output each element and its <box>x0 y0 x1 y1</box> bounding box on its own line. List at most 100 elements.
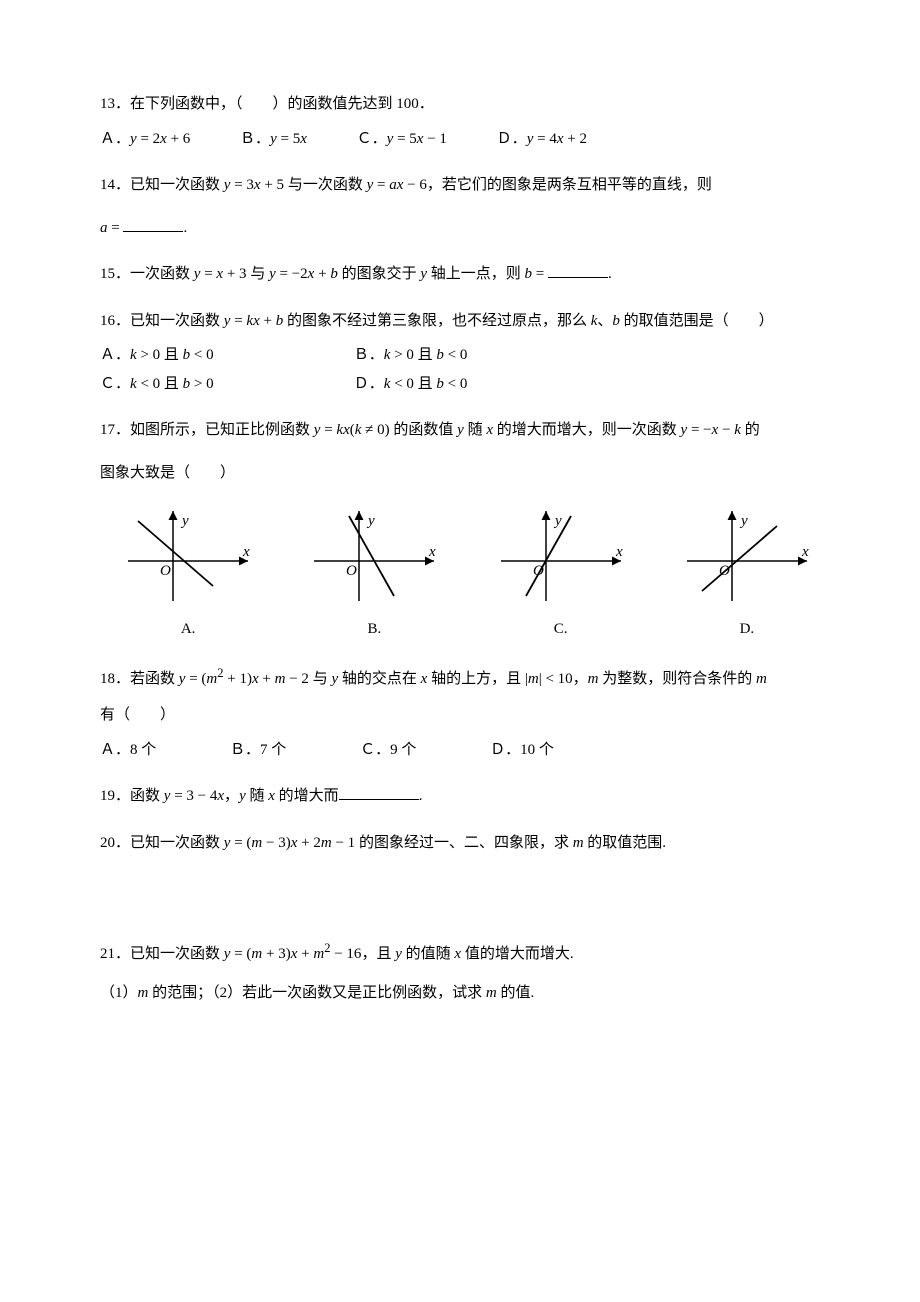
q16-options: Ａ．k > 0 且 b < 0 Ｂ．k > 0 且 b < 0 Ｃ．k < 0 … <box>100 341 825 398</box>
opt-label: Ａ． <box>100 131 130 147</box>
q-text: 的取值范围是（ ） <box>620 313 774 329</box>
svg-text:y: y <box>739 513 748 529</box>
graph-options: y x O A. y x O B. y <box>110 501 825 644</box>
q-num: 19． <box>100 788 130 804</box>
var: m <box>588 671 599 687</box>
question-20: 20．已知一次函数 y = (m − 3)x + 2m − 1 的图象经过一、二… <box>100 829 825 858</box>
svg-text:x: x <box>801 544 809 560</box>
q-text: 已知一次函数 <box>130 946 224 962</box>
q-text: 轴的上方，且 <box>427 671 525 687</box>
q-text: 的 <box>741 422 760 438</box>
period: . <box>419 788 423 804</box>
var: m <box>486 985 497 1001</box>
opt-label: Ａ． <box>100 347 130 363</box>
period: . <box>183 220 187 236</box>
q-text: 的图象交于 <box>338 266 421 282</box>
period: 的取值范围. <box>584 835 667 851</box>
opt-text: 9 个 <box>390 742 416 758</box>
svg-text:y: y <box>366 513 375 529</box>
svg-text:O: O <box>160 563 171 579</box>
opt-math: y <box>130 131 137 147</box>
graph-label: A. <box>181 615 196 644</box>
svg-text:x: x <box>242 544 250 560</box>
opt-label: Ｄ． <box>354 376 384 392</box>
q-num: 18． <box>100 671 130 687</box>
opt-text: 8 个 <box>130 742 156 758</box>
question-13: 13．在下列函数中，（ ）的函数值先达到 100． Ａ．y = 2x + 6 Ｂ… <box>100 90 825 153</box>
opt-label: Ｄ． <box>497 131 527 147</box>
opt-label: Ｃ． <box>360 742 390 758</box>
blank <box>548 263 608 278</box>
var: m <box>756 671 767 687</box>
q-text: 已知一次函数 <box>130 835 224 851</box>
question-17: 17．如图所示，已知正比例函数 y = kx(k ≠ 0) 的函数值 y 随 x… <box>100 416 825 644</box>
q-num: 21． <box>100 946 130 962</box>
opt-label: Ｂ． <box>354 347 384 363</box>
opt-label: Ａ． <box>100 742 130 758</box>
q-text: 有（ ） <box>100 701 825 730</box>
opt-text: 7 个 <box>260 742 286 758</box>
opt-label: Ｃ． <box>357 131 387 147</box>
var: y <box>457 422 464 438</box>
q-text: 若函数 <box>130 671 179 687</box>
q-text: 的增大而增大，则一次函数 <box>493 422 681 438</box>
q18-options: Ａ．8 个 Ｂ．7 个 Ｃ．9 个 Ｄ．10 个 <box>100 736 825 765</box>
question-15: 15．一次函数 y = x + 3 与 y = −2x + b 的图象交于 y … <box>100 260 825 289</box>
graph-a: y x O A. <box>110 501 266 644</box>
var: y <box>420 266 427 282</box>
q-num: 13． <box>100 96 130 112</box>
question-21: 21．已知一次函数 y = (m + 3)x + m2 − 16，且 y 的值随… <box>100 937 825 1007</box>
question-19: 19．函数 y = 3 − 4x，y 随 x 的增大而. <box>100 782 825 811</box>
svg-text:y: y <box>553 513 562 529</box>
q-text: 已知一次函数 <box>130 177 224 193</box>
q-text: 轴的交点在 <box>338 671 421 687</box>
q-text: 如图所示，已知正比例函数 <box>130 422 314 438</box>
q-text: 函数 <box>130 788 164 804</box>
q-text: 已知一次函数 <box>130 313 224 329</box>
q-text: 轴上一点，则 <box>427 266 525 282</box>
part-label: （2） <box>212 985 242 1001</box>
opt-label: Ｄ． <box>490 742 520 758</box>
sep: ， <box>224 788 239 804</box>
opt-math: y <box>270 131 277 147</box>
opt-label: Ｃ． <box>100 376 130 392</box>
svg-text:x: x <box>428 544 436 560</box>
var: y <box>395 946 402 962</box>
q-text: 与 <box>309 671 332 687</box>
graph-d: y x O D. <box>669 501 825 644</box>
q-text: 的值随 <box>402 946 455 962</box>
q-num: 16． <box>100 313 130 329</box>
q-text: 随 <box>246 788 269 804</box>
q-body: 在下列函数中，（ ）的函数值先达到 100． <box>130 96 434 112</box>
q13-options: Ａ．y = 2x + 6 Ｂ．y = 5x Ｃ．y = 5x − 1 Ｄ．y =… <box>100 125 825 154</box>
q-text: 的函数值 <box>390 422 458 438</box>
question-14: 14．已知一次函数 y = 3x + 5 与一次函数 y = ax − 6，若它… <box>100 171 825 242</box>
graph-label: C. <box>554 615 568 644</box>
sep: ， <box>573 671 588 687</box>
q-text: 随 <box>464 422 487 438</box>
opt-label: Ｂ． <box>230 742 260 758</box>
q-num: 15． <box>100 266 130 282</box>
sep: ，且 <box>361 946 395 962</box>
graph-label: B. <box>367 615 381 644</box>
q-text: 若此一次函数又是正比例函数，试求 <box>242 985 486 1001</box>
sep: 、 <box>597 313 612 329</box>
q-text: 图象大致是（ ） <box>100 459 825 488</box>
q-text: 值的增大而增大. <box>461 946 574 962</box>
period: 的值. <box>497 985 535 1001</box>
q-num: 17． <box>100 422 130 438</box>
var: b <box>612 313 620 329</box>
q-num: 20． <box>100 835 130 851</box>
question-16: 16．已知一次函数 y = kx + b 的图象不经过第三象限，也不经过原点，那… <box>100 307 825 399</box>
graph-label: D. <box>740 615 755 644</box>
opt-text: 10 个 <box>520 742 554 758</box>
question-18: 18．若函数 y = (m2 + 1)x + m − 2 与 y 轴的交点在 x… <box>100 662 825 765</box>
svg-text:y: y <box>180 513 189 529</box>
var: m <box>138 985 149 1001</box>
period: . <box>608 266 612 282</box>
q-text: ，若它们的图象是两条互相平等的直线，则 <box>427 177 712 193</box>
var: m <box>573 835 584 851</box>
graph-b: y x O B. <box>296 501 452 644</box>
q-text: 与 <box>247 266 270 282</box>
q-text: 一次函数 <box>130 266 194 282</box>
